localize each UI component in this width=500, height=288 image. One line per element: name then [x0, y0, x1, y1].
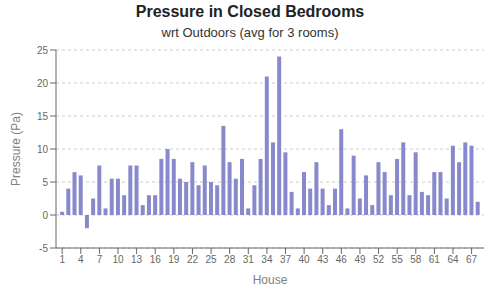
- svg-text:34: 34: [261, 254, 273, 265]
- svg-text:5: 5: [42, 177, 48, 188]
- svg-text:43: 43: [317, 254, 329, 265]
- svg-text:25: 25: [37, 45, 49, 56]
- svg-text:61: 61: [429, 254, 441, 265]
- svg-text:10: 10: [112, 254, 124, 265]
- svg-text:-5: -5: [39, 243, 48, 254]
- svg-text:1: 1: [59, 254, 65, 265]
- svg-text:64: 64: [447, 254, 459, 265]
- svg-text:46: 46: [336, 254, 348, 265]
- svg-text:67: 67: [466, 254, 478, 265]
- svg-text:13: 13: [131, 254, 143, 265]
- svg-text:49: 49: [354, 254, 366, 265]
- svg-text:28: 28: [224, 254, 236, 265]
- svg-text:15: 15: [37, 111, 49, 122]
- svg-text:22: 22: [187, 254, 199, 265]
- svg-text:40: 40: [299, 254, 311, 265]
- svg-text:16: 16: [150, 254, 162, 265]
- svg-text:55: 55: [392, 254, 404, 265]
- svg-text:19: 19: [168, 254, 180, 265]
- svg-text:0: 0: [42, 210, 48, 221]
- svg-text:4: 4: [78, 254, 84, 265]
- svg-text:Pressure (Pa): Pressure (Pa): [9, 112, 23, 186]
- svg-text:10: 10: [37, 144, 49, 155]
- svg-text:37: 37: [280, 254, 292, 265]
- svg-text:7: 7: [97, 254, 103, 265]
- html-text:wrt Outdoors (avg for 3 rooms): wrt Outdoors (avg for 3 rooms): [161, 25, 339, 40]
- svg-text:25: 25: [206, 254, 218, 265]
- svg-text:58: 58: [410, 254, 422, 265]
- svg-text:20: 20: [37, 78, 49, 89]
- svg-text:House: House: [253, 273, 288, 287]
- html-text:Pressure in Closed Bedrooms: Pressure in Closed Bedrooms: [135, 3, 365, 20]
- svg-text:52: 52: [373, 254, 385, 265]
- svg-text:31: 31: [243, 254, 255, 265]
